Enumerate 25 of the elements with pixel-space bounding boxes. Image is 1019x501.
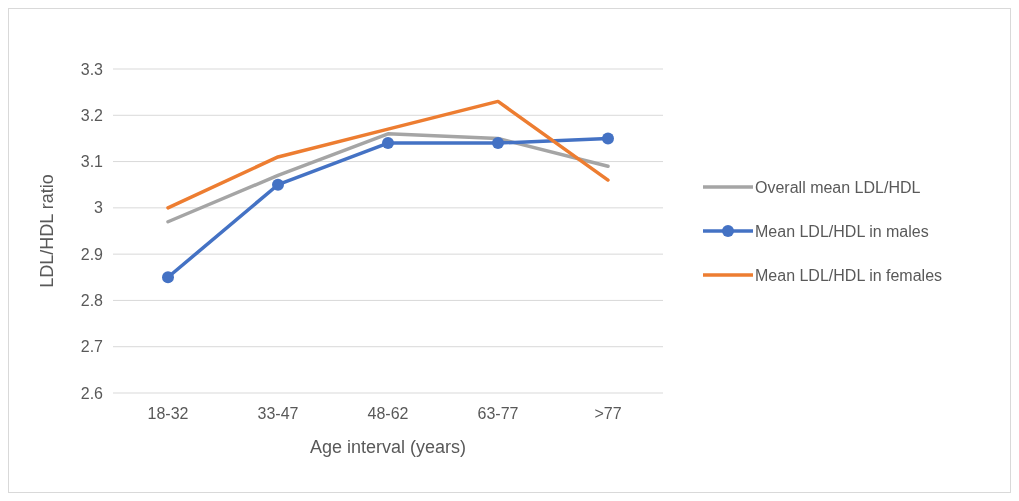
y-tick-label: 3.3 bbox=[80, 60, 104, 78]
y-tick-label: 3.1 bbox=[80, 153, 104, 171]
legend-label: Mean LDL/HDL in males bbox=[755, 222, 929, 240]
x-tick-label: >77 bbox=[594, 405, 622, 422]
point bbox=[492, 137, 504, 150]
line-series bbox=[166, 132, 610, 224]
x-tick-label: 48-62 bbox=[367, 405, 409, 422]
x-axis-title: Age interval (years) bbox=[309, 437, 467, 457]
line-series bbox=[166, 99, 610, 210]
legend-label: Overall mean LDL/HDL bbox=[755, 178, 921, 196]
y-tick-label: 2.6 bbox=[80, 384, 104, 402]
point bbox=[272, 178, 284, 191]
y-tick-label: 2.9 bbox=[80, 245, 104, 263]
y-tick-label: 2.8 bbox=[80, 292, 104, 310]
point bbox=[602, 132, 614, 145]
y-tick-label: 3 bbox=[94, 199, 104, 217]
point bbox=[382, 137, 394, 150]
x-tick-label: 63-77 bbox=[477, 405, 519, 422]
legend-label: Mean LDL/HDL in females bbox=[755, 266, 943, 284]
x-tick-label: 18-32 bbox=[147, 405, 189, 422]
y-tick-label: 3.2 bbox=[80, 106, 104, 124]
x-tick-label: 33-47 bbox=[257, 405, 299, 422]
y-axis-title: LDL/HDL ratio bbox=[37, 174, 57, 288]
y-tick-label: 2.7 bbox=[80, 338, 104, 356]
point bbox=[162, 271, 174, 284]
